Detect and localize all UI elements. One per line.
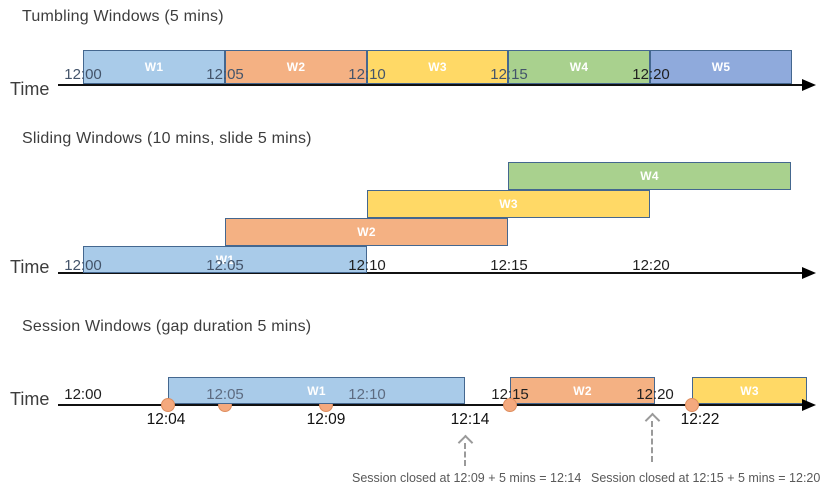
window-label: W3: [499, 197, 518, 211]
sliding-window-w4: W4: [508, 162, 791, 190]
session-close-annotation-1: Session closed at 12:09 + 5 mins = 12:14: [352, 471, 582, 485]
event-time-label: 12:04: [146, 411, 186, 428]
dashed-arrow-line: [651, 421, 653, 462]
window-label: W5: [711, 60, 731, 74]
tumbling-window-w4: W4: [508, 50, 650, 84]
timeline: [58, 272, 804, 274]
event-dot-12-22: [685, 398, 699, 412]
window-label: W2: [286, 60, 306, 74]
tick-label: 12:10: [348, 257, 386, 274]
window-label: W3: [428, 60, 447, 74]
tumbling-window-w3: W3: [367, 50, 508, 84]
tumbling-window-w2: W2: [225, 50, 367, 84]
tick-label: 12:20: [632, 257, 670, 274]
timeline-arrowhead-icon: [802, 79, 816, 91]
event-dot-12-04: [161, 398, 175, 412]
sliding-window-w1: W1: [83, 246, 367, 273]
session-section-title: Session Windows (gap duration 5 mins): [22, 318, 312, 335]
tumbling-window-w1: W1: [83, 50, 225, 84]
session-close-annotation-2: Session closed at 12:15 + 5 mins = 12:20: [591, 471, 821, 485]
window-label: W4: [569, 60, 589, 74]
window-label: W2: [573, 383, 592, 398]
tumbling-section-title: Tumbling Windows (5 mins): [22, 8, 224, 25]
event-time-label: 12:14: [450, 411, 490, 428]
sliding-window-w3: W3: [367, 190, 650, 218]
tumbling-window-w5: W5: [650, 50, 792, 84]
timeline-arrowhead-icon: [802, 267, 816, 279]
window-label: W1: [144, 60, 164, 74]
timeline: [58, 84, 804, 86]
event-time-label: 12:09: [306, 411, 346, 428]
tick-label: 12:00: [64, 386, 102, 403]
time-axis-label: Time: [10, 79, 50, 99]
tick-label: 12:00: [64, 257, 102, 274]
timeline: [58, 404, 804, 406]
tick-label: 12:05: [206, 257, 244, 274]
timeline-arrowhead-icon: [802, 399, 816, 411]
session-window-w2: W2: [510, 377, 655, 404]
window-label: W4: [640, 169, 659, 183]
tick-label: 12:05: [206, 386, 244, 403]
session-window-w3: W3: [692, 377, 807, 404]
tick-label: 12:15: [490, 257, 528, 274]
session-window-w1: W1: [168, 377, 465, 404]
tick-label: 12:05: [206, 66, 244, 83]
tick-label: 12:10: [348, 386, 386, 403]
time-axis-label: Time: [10, 257, 50, 277]
window-label: W3: [740, 383, 759, 398]
tick-label: 12:00: [64, 66, 102, 83]
sliding-section-title: Sliding Windows (10 mins, slide 5 mins): [22, 130, 312, 147]
tick-label: 12:15: [490, 66, 528, 83]
window-label: W2: [357, 225, 376, 239]
event-dot-12-15: [503, 398, 517, 412]
window-label: W1: [215, 252, 235, 267]
tick-label: 12:10: [348, 66, 386, 83]
time-axis-label: Time: [10, 389, 50, 409]
tick-label: 12:20: [632, 66, 670, 83]
sliding-window-w2: W2: [225, 218, 508, 246]
window-label: W1: [307, 383, 326, 398]
tick-label: 12:20: [636, 386, 674, 403]
tick-label: 12:15: [491, 386, 529, 403]
event-time-label: 12:22: [680, 411, 720, 428]
dashed-arrow-line: [464, 443, 466, 466]
